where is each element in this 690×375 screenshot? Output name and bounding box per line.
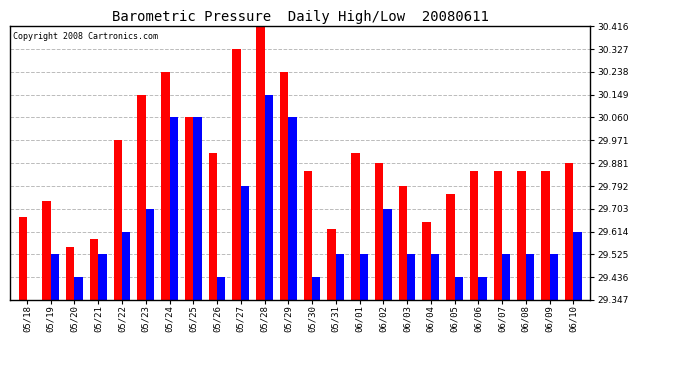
Bar xyxy=(208,153,217,300)
Bar xyxy=(502,254,511,300)
Bar xyxy=(470,171,478,300)
Text: Copyright 2008 Cartronics.com: Copyright 2008 Cartronics.com xyxy=(13,32,158,41)
Bar xyxy=(399,186,407,300)
Bar xyxy=(494,171,502,300)
Bar xyxy=(146,209,154,300)
Bar xyxy=(312,277,320,300)
Bar xyxy=(280,72,288,300)
Bar xyxy=(122,232,130,300)
Bar xyxy=(518,171,526,300)
Bar xyxy=(422,222,431,300)
Bar xyxy=(573,232,582,300)
Bar xyxy=(565,163,573,300)
Bar xyxy=(233,49,241,300)
Bar xyxy=(137,94,146,300)
Bar xyxy=(455,277,463,300)
Bar xyxy=(383,209,392,300)
Bar xyxy=(51,254,59,300)
Title: Barometric Pressure  Daily High/Low  20080611: Barometric Pressure Daily High/Low 20080… xyxy=(112,10,489,24)
Bar xyxy=(375,163,383,300)
Bar xyxy=(170,117,178,300)
Bar xyxy=(446,194,455,300)
Bar xyxy=(19,216,27,300)
Bar xyxy=(288,117,297,300)
Bar xyxy=(114,141,122,300)
Bar xyxy=(431,254,439,300)
Bar xyxy=(407,254,415,300)
Bar xyxy=(304,171,312,300)
Bar xyxy=(98,254,106,300)
Bar xyxy=(185,117,193,300)
Bar xyxy=(217,277,226,300)
Bar xyxy=(193,117,201,300)
Bar xyxy=(359,254,368,300)
Bar xyxy=(90,239,98,300)
Bar xyxy=(241,186,249,300)
Bar xyxy=(478,277,486,300)
Bar xyxy=(161,72,170,300)
Bar xyxy=(42,201,51,300)
Bar xyxy=(66,247,75,300)
Bar xyxy=(526,254,534,300)
Bar xyxy=(351,153,359,300)
Bar xyxy=(264,94,273,300)
Bar xyxy=(328,229,336,300)
Bar xyxy=(336,254,344,300)
Bar xyxy=(549,254,558,300)
Bar xyxy=(541,171,549,300)
Bar xyxy=(256,26,264,300)
Bar xyxy=(75,277,83,300)
